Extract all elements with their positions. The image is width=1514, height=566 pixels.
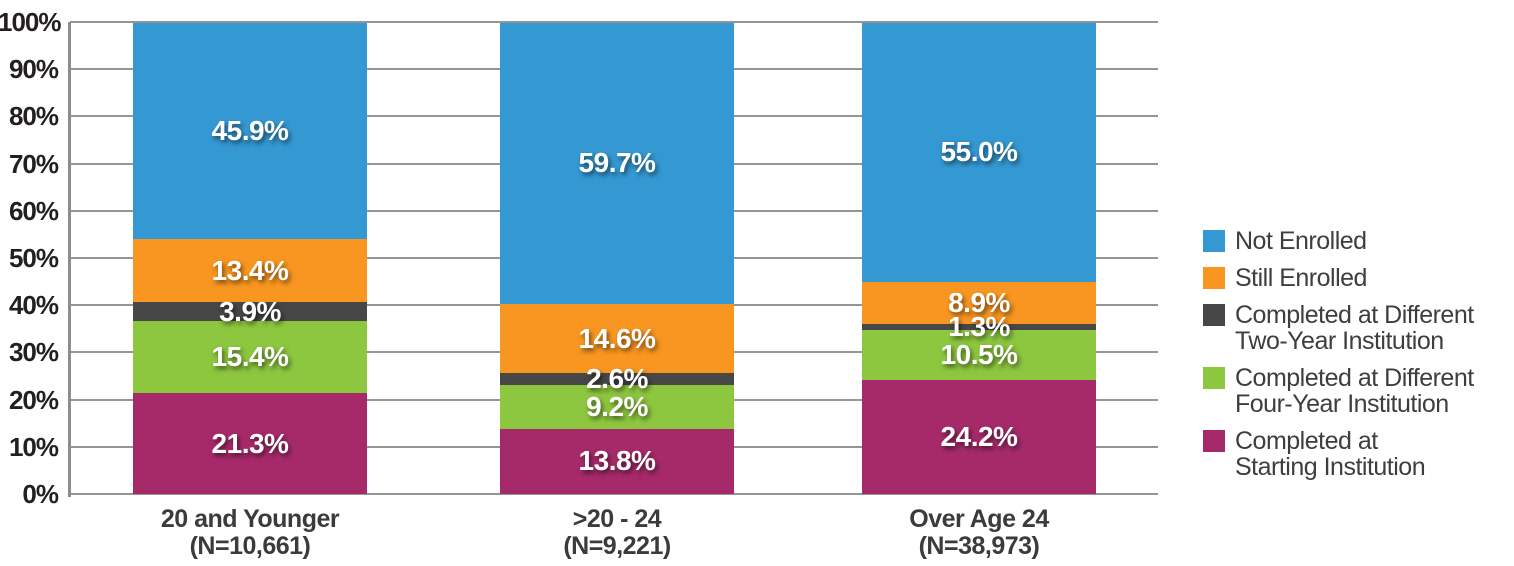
bar-value-label: 15.4% <box>211 341 289 373</box>
x-category-count: (N=9,221) <box>563 532 671 560</box>
legend-label: Still Enrolled <box>1235 265 1367 291</box>
y-tick-row: 30% <box>0 337 59 368</box>
legend-swatch <box>1203 304 1225 326</box>
bar: 59.7% 14.6% 2.6% 9.2% 13.8% <box>500 22 734 494</box>
legend-label: Completed at Different Four-Year Institut… <box>1235 365 1474 417</box>
plot-area: 45.9% 13.4% 3.9% 15.4% 21.3% 59.7% 14.6% 2.6% 9.… <box>68 21 1158 497</box>
x-category-label: >20 - 24 (N=9,221) <box>457 506 777 560</box>
bar-value-label: 13.8% <box>578 445 656 477</box>
legend: Not Enrolled Still Enrolled Completed at D… <box>1203 228 1474 480</box>
bar-segment: 59.7% <box>500 22 734 305</box>
legend-item: Completed at Starting Institution <box>1203 428 1474 480</box>
legend-swatch <box>1203 230 1225 252</box>
legend-label-line: Completed at Different <box>1235 364 1474 392</box>
x-category-count: (N=10,661) <box>189 532 311 560</box>
legend-item: Completed at Different Four-Year Institut… <box>1203 365 1474 417</box>
legend-item: Still Enrolled <box>1203 265 1474 291</box>
y-tick-row: 40% <box>0 290 59 321</box>
x-category-count: (N=38,973) <box>918 532 1040 560</box>
legend-label-line: Four-Year Institution <box>1235 390 1449 418</box>
y-tick-label: 20% <box>8 384 59 415</box>
y-tick-label: 90% <box>8 54 59 85</box>
bar-segment: 55.0% <box>862 22 1096 283</box>
legend-label-line: Two-Year Institution <box>1235 327 1444 355</box>
y-tick-row: 70% <box>0 148 59 179</box>
y-tick-label: 30% <box>8 337 59 368</box>
legend-item: Completed at Different Two-Year Instituti… <box>1203 302 1474 354</box>
bar-value-label: 45.9% <box>211 114 289 146</box>
y-tick-label: 40% <box>8 290 59 321</box>
legend-label-line: Still Enrolled <box>1235 264 1367 292</box>
bar-value-label: 55.0% <box>940 136 1018 168</box>
bar-value-label: 13.4% <box>211 254 289 286</box>
y-tick-label: 70% <box>8 148 59 179</box>
y-tick-row: 100% <box>0 7 62 37</box>
bar-value-label: 14.6% <box>578 322 656 354</box>
bar-segment: 10.5% <box>862 330 1096 380</box>
x-category-name: Over Age 24 <box>909 505 1049 533</box>
y-tick-label: 10% <box>8 431 59 462</box>
y-tick-row: 20% <box>0 384 59 415</box>
bar-segment: 8.9% <box>862 282 1096 325</box>
y-tick-row: 90% <box>0 54 59 85</box>
y-tick-label: 100% <box>0 7 62 37</box>
y-axis-line <box>68 22 71 497</box>
bar-value-label: 59.7% <box>578 147 656 179</box>
y-tick-row: 60% <box>0 195 59 226</box>
y-tick-row: 50% <box>0 243 59 273</box>
legend-label-line: Starting Institution <box>1235 453 1426 481</box>
y-tick-label: 60% <box>8 195 59 226</box>
bar-segment: 2.6% <box>500 363 734 394</box>
legend-swatch <box>1203 267 1225 289</box>
gridline <box>70 21 1158 23</box>
legend-swatch <box>1203 430 1225 452</box>
legend-label: Not Enrolled <box>1235 228 1367 254</box>
legend-label-line: Not Enrolled <box>1235 227 1367 255</box>
x-category-name: 20 and Younger <box>160 505 340 533</box>
legend-label: Completed at Starting Institution <box>1235 427 1426 481</box>
bar-value-label: 21.3% <box>211 427 289 459</box>
y-tick-row: 0% <box>0 479 59 509</box>
x-category-name: >20 - 24 <box>572 505 662 533</box>
y-tick-row: 80% <box>0 101 59 132</box>
bar-value-label: 3.9% <box>219 295 281 327</box>
bar: 45.9% 13.4% 3.9% 15.4% 21.3% <box>133 22 367 494</box>
y-tick-label: 0% <box>22 479 59 509</box>
bar: 55.0% 8.9% 1.3% 10.5% 24.2% <box>862 22 1096 494</box>
bar-value-label: 9.2% <box>586 391 648 423</box>
bar-segment: 45.9% <box>133 22 367 240</box>
x-category-label: Over Age 24 (N=38,973) <box>819 506 1139 560</box>
bar-segment: 13.8% <box>500 428 734 494</box>
bar-segment: 13.4% <box>133 239 367 303</box>
legend-label-line: Completed at <box>1235 427 1378 455</box>
bar-value-label: 24.2% <box>940 420 1018 452</box>
bar-segment: 24.2% <box>862 379 1096 494</box>
legend-item: Not Enrolled <box>1203 228 1474 254</box>
y-tick-label: 80% <box>8 101 59 132</box>
bar-segment: 15.4% <box>133 320 367 394</box>
legend-label: Completed at Different Two-Year Instituti… <box>1235 302 1474 354</box>
y-tick-label: 50% <box>8 243 59 273</box>
bar-value-label: 10.5% <box>940 339 1018 370</box>
bar-segment: 21.3% <box>133 393 367 494</box>
bar-value-label: 2.6% <box>586 363 648 395</box>
bar-segment: 3.9% <box>133 296 367 327</box>
y-tick-row: 10% <box>0 431 59 462</box>
gridline <box>70 493 1158 495</box>
x-category-label: 20 and Younger (N=10,661) <box>90 506 410 560</box>
legend-swatch <box>1203 367 1225 389</box>
legend-label-line: Completed at Different <box>1235 301 1474 329</box>
bar-segment: 1.3% <box>862 311 1096 342</box>
bar-segment: 9.2% <box>500 385 734 429</box>
bar-value-label: 1.3% <box>948 311 1010 343</box>
bar-value-label: 8.9% <box>948 287 1010 319</box>
bar-segment: 14.6% <box>500 304 734 374</box>
